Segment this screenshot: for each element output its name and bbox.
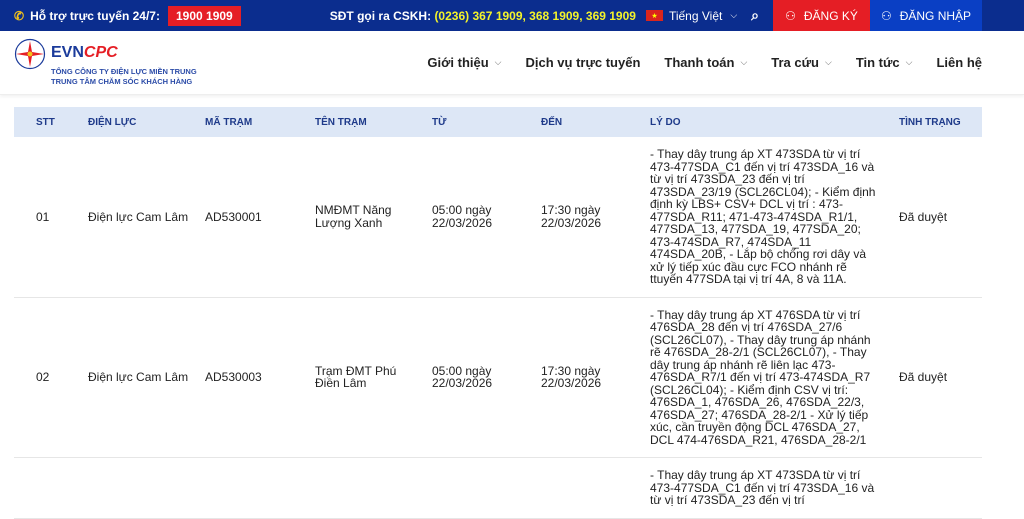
- nav-lien-he[interactable]: Liên hệ: [936, 55, 982, 70]
- user-icon: ⚇: [785, 8, 796, 23]
- header: EVNCPC TỔNG CÔNG TY ĐIỆN LỰC MIỀN TRUNG …: [0, 31, 1024, 95]
- vietnam-flag-icon: ★: [645, 10, 663, 21]
- cell-dien-luc: Điện lực Cam Lâm: [88, 137, 205, 298]
- th-tu: TỪ: [432, 107, 541, 137]
- chevron-down-icon: ⌵: [905, 57, 913, 67]
- cell-ly-do: - Thay dây trung áp XT 473SDA từ vị trí …: [650, 457, 899, 519]
- register-button[interactable]: ⚇ ĐĂNG KÝ: [773, 0, 870, 31]
- th-stt: STT: [14, 107, 88, 137]
- chevron-down-icon: ⌵: [730, 10, 738, 20]
- phone-icon: ✆: [14, 8, 25, 23]
- user-icon: ⚇: [880, 8, 892, 23]
- support: ✆ Hỗ trợ trực tuyến 24/7:: [14, 0, 160, 31]
- login-label: ĐĂNG NHẬP: [899, 8, 972, 23]
- table-row: 01 Điện lực Cam Lâm AD530001 NMĐMT Năng …: [14, 137, 982, 298]
- nav-tra-cuu[interactable]: Tra cứu ⌵: [771, 55, 832, 70]
- cell-stt: 01: [14, 137, 88, 298]
- th-ten-tram: TÊN TRẠM: [315, 107, 432, 137]
- nav-dich-vu[interactable]: Dịch vụ trực tuyến: [525, 55, 641, 70]
- search-icon[interactable]: ⌕: [751, 7, 759, 23]
- hotline-badge[interactable]: 1900 1909: [167, 5, 241, 26]
- outage-table: STT ĐIỆN LỰC MÃ TRẠM TÊN TRẠM TỪ ĐẾN LÝ …: [14, 107, 982, 519]
- chevron-down-icon: ⌵: [740, 57, 748, 67]
- register-label: ĐĂNG KÝ: [803, 8, 858, 23]
- language-select[interactable]: ★ Tiếng Việt ⌵: [645, 0, 738, 31]
- cskh-numbers: (0236) 367 1909, 368 1909, 369 1909: [434, 8, 636, 23]
- chevron-down-icon: ⌵: [824, 57, 832, 67]
- cskh-label: SĐT gọi ra CSKH:: [329, 8, 432, 23]
- chevron-down-icon: ⌵: [494, 57, 502, 67]
- cell-dien-luc: Điện lực Cam Lâm: [88, 297, 205, 458]
- main-nav: Giới thiệu ⌵ Dịch vụ trực tuyến Thanh toá…: [427, 55, 982, 70]
- table-header: STT ĐIỆN LỰC MÃ TRẠM TÊN TRẠM TỪ ĐẾN LÝ …: [14, 107, 982, 137]
- brand-name: EVNCPC: [51, 44, 118, 61]
- cell-tinh-trang: Đã duyệt: [899, 297, 982, 458]
- language-label: Tiếng Việt: [668, 8, 723, 23]
- cell-ten-tram: NMĐMT Năng Lượng Xanh: [315, 137, 432, 298]
- login-button[interactable]: ⚇ ĐĂNG NHẬP: [870, 0, 982, 31]
- logo-subtitle-1: TỔNG CÔNG TY ĐIỆN LỰC MIỀN TRUNG: [51, 67, 197, 76]
- support-label: Hỗ trợ trực tuyến 24/7:: [30, 8, 160, 23]
- cell-ten-tram: Trạm ĐMT Phú Điền Lâm: [315, 297, 432, 458]
- cskh: SĐT gọi ra CSKH: (0236) 367 1909, 368 19…: [330, 0, 636, 31]
- cell-den: 17:30 ngày 22/03/2026: [541, 137, 650, 298]
- top-bar: ✆ Hỗ trợ trực tuyến 24/7: 1900 1909 SĐT g…: [0, 0, 1024, 31]
- cell-ly-do: - Thay dây trung áp XT 473SDA từ vị trí …: [650, 137, 899, 298]
- cell-tu: 05:00 ngày 22/03/2026: [432, 137, 541, 298]
- cell-den: 17:30 ngày 22/03/2026: [541, 297, 650, 458]
- th-ma-tram: MÃ TRẠM: [205, 107, 315, 137]
- th-tinh-trang: TÌNH TRẠNG: [899, 107, 982, 137]
- logo-subtitle-2: TRUNG TÂM CHĂM SÓC KHÁCH HÀNG: [51, 77, 193, 86]
- th-ly-do: LÝ DO: [650, 107, 899, 137]
- cell-tu: 05:00 ngày 22/03/2026: [432, 297, 541, 458]
- th-dien-luc: ĐIỆN LỰC: [88, 107, 205, 137]
- table-row: 02 Điện lực Cam Lâm AD530003 Trạm ĐMT Ph…: [14, 297, 982, 458]
- table-row: - Thay dây trung áp XT 473SDA từ vị trí …: [14, 457, 982, 519]
- nav-thanh-toan[interactable]: Thanh toán ⌵: [664, 55, 748, 70]
- nav-tin-tuc[interactable]: Tin tức ⌵: [855, 55, 913, 70]
- th-den: ĐẾN: [541, 107, 650, 137]
- cell-ly-do: - Thay dây trung áp XT 476SDA từ vị trí …: [650, 297, 899, 458]
- evn-logo-icon[interactable]: [14, 38, 46, 70]
- nav-gioi-thieu[interactable]: Giới thiệu ⌵: [427, 55, 502, 70]
- cell-ma-tram: AD530001: [205, 137, 315, 298]
- cell-stt: 02: [14, 297, 88, 458]
- cell-ma-tram: AD530003: [205, 297, 315, 458]
- cell-tinh-trang: Đã duyệt: [899, 137, 982, 298]
